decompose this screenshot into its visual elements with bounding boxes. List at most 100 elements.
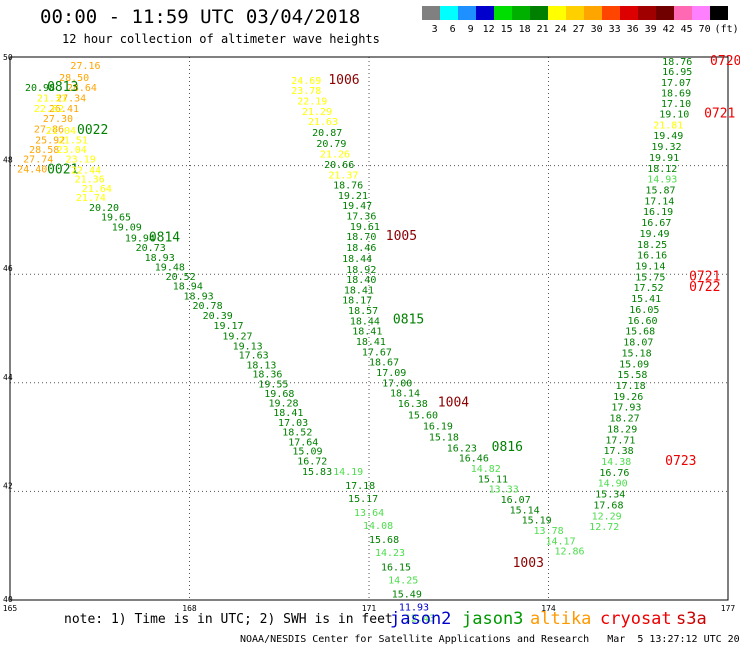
y-tick-label: 46: [3, 264, 13, 273]
swh-value-label: 13.64: [354, 508, 384, 519]
swh-value-label: 14.38: [601, 457, 631, 468]
swh-value-label: 17.68: [593, 500, 623, 511]
swh-value-label: 12.43: [405, 613, 435, 624]
swh-value-label: 17.38: [604, 446, 634, 457]
colorbar-swatch: [620, 6, 638, 20]
colorbar-swatch: [656, 6, 674, 20]
swh-value-label: 16.46: [459, 454, 489, 465]
colorbar-tick-label: 12: [483, 24, 495, 35]
swh-value-label: 16.16: [637, 251, 667, 262]
page-subtitle: 12 hour collection of altimeter wave hei…: [62, 32, 380, 46]
colorbar-tick-label: 70: [699, 24, 711, 35]
pass-time-label: 0814: [149, 230, 180, 245]
swh-value-label: 11.93: [399, 603, 429, 614]
pass-time-label: 1006: [328, 73, 359, 88]
swh-value-label: 18.25: [637, 240, 667, 251]
swh-value-label: 23.78: [291, 86, 321, 97]
swh-value-label: 25.92: [35, 136, 65, 147]
pass-time-label: 0720: [710, 54, 740, 69]
pass-time-label: 0816: [492, 440, 523, 455]
colorbar-swatch: [638, 6, 656, 20]
page-title: 00:00 - 11:59 UTC 03/04/2018: [40, 6, 361, 28]
swh-value-label: 17.09: [376, 368, 406, 379]
swh-value-label: 23.04: [57, 145, 87, 156]
swh-value-label: 16.15: [381, 562, 411, 573]
colorbar-tick-label: 39: [645, 24, 657, 35]
colorbar-swatch: [692, 6, 710, 20]
colorbar-swatch: [494, 6, 512, 20]
swh-value-label: 15.49: [392, 589, 422, 600]
swh-value-label: 18.76: [662, 57, 692, 68]
plot-frame: [9, 56, 729, 601]
swh-value-label: 16.19: [643, 207, 673, 218]
pass-time-label: 0021: [47, 162, 78, 177]
colorbar-swatch: [710, 6, 728, 20]
swh-value-label: 15.68: [369, 535, 399, 546]
pass-time-label: 1005: [386, 229, 417, 244]
swh-value-label: 27.30: [43, 114, 73, 125]
colorbar-tick-label: 3: [432, 24, 438, 35]
swh-value-label: 27.16: [70, 61, 100, 72]
colorbar-tick-label: 6: [450, 24, 456, 35]
swh-value-label: 28.50: [59, 73, 89, 84]
swh-value-label: 24.69: [291, 76, 321, 87]
y-tick-label: 40: [3, 595, 13, 604]
swh-value-label: 14.82: [471, 464, 501, 475]
swh-value-label: 18.27: [610, 414, 640, 425]
pass-time-label: 0022: [77, 123, 108, 138]
swh-value-label: 18.44: [342, 254, 372, 265]
colorbar: 3 6 9 12 15 18 21 24 27 30 33 36 39 42 45 70 (ft): [422, 6, 738, 35]
colorbar-swatch: [530, 6, 548, 20]
x-tick-label: 174: [541, 604, 556, 613]
swh-value-label: 18.07: [623, 338, 653, 349]
swh-value-label: 21.74: [76, 193, 106, 204]
swh-value-label: 19.21: [338, 191, 368, 202]
swh-value-label: 19.48: [155, 263, 185, 274]
swh-value-label: 14.93: [647, 175, 677, 186]
swh-value-label: 21.63: [308, 117, 338, 128]
swh-value-label: 18.70: [346, 232, 376, 243]
x-tick-label: 168: [182, 604, 197, 613]
swh-value-label: 21.29: [302, 107, 332, 118]
swh-value-label: 19.65: [101, 213, 131, 224]
pass-time-label: 0723: [665, 454, 696, 469]
swh-value-label: 21.81: [653, 120, 683, 131]
swh-value-label: 13.33: [489, 485, 519, 496]
swh-value-label: 20.73: [136, 243, 166, 254]
footnote: note: 1) Time is in UTC; 2) SWH is in fe…: [64, 612, 393, 627]
swh-value-label: 28.58: [29, 145, 59, 156]
swh-value-label: 15.41: [631, 294, 661, 305]
swh-value-label: 15.09: [292, 447, 322, 458]
swh-value-label: 16.19: [423, 422, 453, 433]
swh-value-label: 18.17: [342, 296, 372, 307]
legend-altika: altika: [530, 609, 592, 629]
legend-s3a: s3a: [676, 609, 707, 629]
swh-value-label: 18.12: [647, 164, 677, 175]
swh-value-label: 15.58: [617, 370, 647, 381]
swh-value-label: 18.52: [282, 428, 312, 439]
swh-value-label: 18.40: [346, 275, 376, 286]
colorbar-swatch: [512, 6, 530, 20]
swh-value-label: 14.90: [598, 479, 628, 490]
swh-value-label: 19.27: [222, 332, 252, 343]
x-tick-label: 177: [721, 604, 736, 613]
swh-value-label: 18.41: [356, 337, 386, 348]
swh-value-label: 12.86: [554, 547, 584, 558]
swh-value-label: 15.68: [625, 327, 655, 338]
colorbar-tick-label: 27: [573, 24, 585, 35]
pass-time-label: 1004: [438, 395, 469, 410]
swh-value-label: 20.79: [316, 139, 346, 150]
swh-value-label: 18.46: [346, 243, 376, 254]
swh-value-label: 23.19: [66, 155, 96, 166]
colorbar-swatch: [476, 6, 494, 20]
swh-value-label: 27.74: [23, 155, 53, 166]
y-tick-label: 48: [3, 156, 13, 165]
swh-value-label: 22.62: [34, 104, 64, 115]
swh-value-label: 16.76: [599, 468, 629, 479]
swh-value-label: 17.63: [239, 351, 269, 362]
swh-value-label: 18.36: [252, 370, 282, 381]
pass-time-label: 0815: [393, 312, 424, 327]
colorbar-swatch: [458, 6, 476, 20]
pass-time-label: 0721: [704, 106, 735, 121]
colorbar-swatch: [674, 6, 692, 20]
